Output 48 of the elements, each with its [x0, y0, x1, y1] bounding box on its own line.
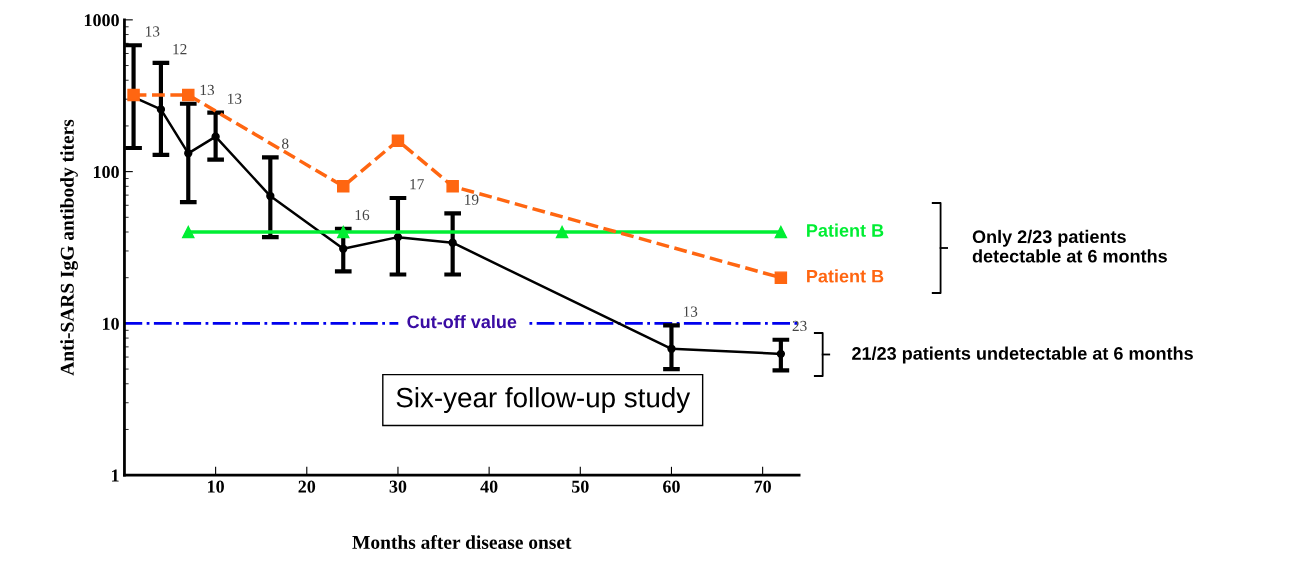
annotation: 13	[228, 93, 242, 104]
x-tick-label: 40	[480, 480, 498, 493]
y-tick-label: 1000	[84, 14, 119, 27]
annotation: 8	[282, 138, 289, 149]
x-axis-title: Months after disease onset	[352, 535, 572, 549]
point	[182, 88, 195, 102]
x-tick-label: 50	[571, 480, 589, 493]
y-tick-label: 1	[112, 469, 119, 482]
x-tick-label: 30	[389, 480, 407, 493]
point	[182, 225, 195, 239]
annotation: 13	[146, 26, 160, 37]
point	[555, 225, 569, 239]
annotation: 23	[792, 320, 807, 332]
point	[774, 225, 788, 239]
series-label: Patient B	[807, 269, 884, 283]
point	[776, 349, 786, 358]
point	[337, 180, 350, 193]
series-label: Patient B	[807, 223, 884, 237]
point	[391, 134, 405, 147]
point	[339, 244, 348, 253]
point	[127, 88, 140, 102]
point	[156, 105, 166, 114]
annotation: 13	[683, 306, 698, 317]
annotation: 12	[173, 44, 187, 55]
point	[184, 149, 193, 158]
point	[448, 238, 457, 247]
annotation: 13	[200, 84, 215, 96]
point	[266, 191, 275, 201]
point	[393, 232, 403, 242]
point	[337, 225, 350, 239]
point	[211, 132, 220, 141]
x-tick-label: 20	[298, 480, 316, 493]
text: 21/23 patients undetectable at 6 months	[852, 346, 1193, 364]
x-tick-label: 60	[663, 480, 680, 493]
point	[446, 180, 459, 193]
ref-line-label: Cut-off value	[407, 314, 517, 329]
y-tick-label: 100	[93, 165, 119, 179]
y-axis-title: Anti-SARS IgG antibody titers	[60, 119, 78, 376]
x-tick-label: 10	[208, 480, 224, 493]
annotation: 17	[410, 179, 424, 190]
annotation: Six-year follow-up study	[396, 387, 691, 413]
annotation: 16	[355, 209, 370, 221]
point	[774, 271, 788, 284]
y-tick-label: 10	[102, 317, 119, 330]
annotation: 19	[465, 194, 479, 205]
text: Only 2/23 patients detectable at 6 months	[972, 229, 1167, 263]
point	[667, 344, 676, 353]
x-tick-label: 70	[754, 480, 771, 493]
